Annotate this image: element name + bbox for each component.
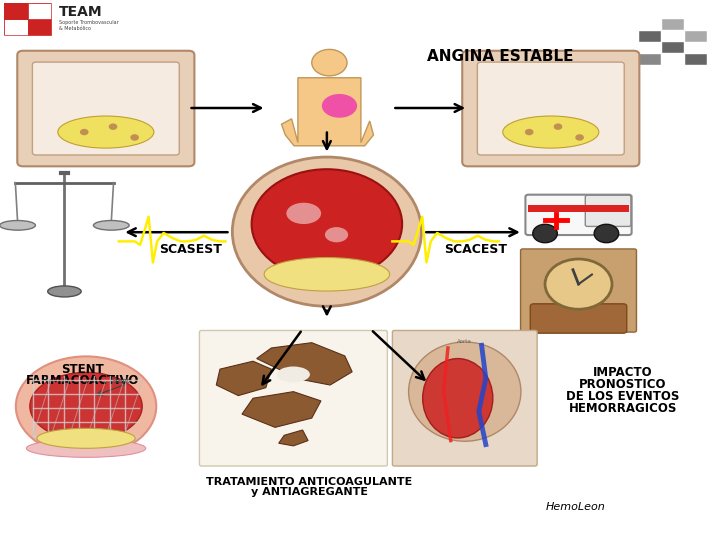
Text: TEAM: TEAM	[59, 5, 103, 19]
Text: FARMACOACTIVO: FARMACOACTIVO	[26, 374, 140, 387]
Circle shape	[594, 224, 618, 242]
Ellipse shape	[409, 342, 521, 441]
Ellipse shape	[322, 94, 357, 118]
Ellipse shape	[251, 169, 402, 279]
Ellipse shape	[277, 367, 310, 382]
Circle shape	[545, 259, 612, 309]
FancyBboxPatch shape	[462, 51, 639, 166]
Ellipse shape	[94, 220, 129, 230]
FancyBboxPatch shape	[199, 330, 387, 466]
FancyBboxPatch shape	[530, 304, 626, 333]
FancyBboxPatch shape	[662, 42, 684, 53]
Circle shape	[312, 49, 347, 76]
Ellipse shape	[0, 220, 35, 230]
FancyBboxPatch shape	[27, 19, 51, 35]
Ellipse shape	[58, 116, 154, 148]
FancyBboxPatch shape	[685, 31, 707, 42]
Ellipse shape	[287, 202, 321, 224]
Text: y ANTIAGREGANTE: y ANTIAGREGANTE	[251, 488, 368, 497]
Circle shape	[80, 129, 89, 136]
Text: DE LOS EVENTOS: DE LOS EVENTOS	[566, 390, 680, 403]
Text: Soporte Trombovascular
& Metabólico: Soporte Trombovascular & Metabólico	[59, 20, 119, 31]
Text: Aorta: Aorta	[457, 339, 472, 344]
Circle shape	[109, 124, 117, 130]
FancyBboxPatch shape	[585, 195, 631, 226]
FancyBboxPatch shape	[639, 31, 662, 42]
Circle shape	[554, 124, 562, 130]
Ellipse shape	[30, 373, 142, 440]
Ellipse shape	[325, 227, 348, 242]
Ellipse shape	[264, 258, 390, 291]
Polygon shape	[282, 78, 374, 146]
Polygon shape	[257, 343, 352, 385]
Text: TRATAMIENTO ANTICOAGULANTE: TRATAMIENTO ANTICOAGULANTE	[207, 477, 413, 487]
Ellipse shape	[233, 157, 421, 306]
Text: Stent: Stent	[112, 379, 130, 384]
FancyBboxPatch shape	[27, 3, 51, 19]
Bar	[528, 205, 629, 212]
Circle shape	[130, 134, 139, 141]
Polygon shape	[242, 392, 321, 427]
Polygon shape	[279, 430, 308, 446]
Polygon shape	[216, 361, 271, 396]
Ellipse shape	[423, 359, 493, 438]
FancyBboxPatch shape	[17, 51, 194, 166]
Text: HemoLeon: HemoLeon	[546, 502, 606, 511]
Ellipse shape	[37, 428, 135, 448]
Circle shape	[533, 224, 557, 242]
Text: IMPACTO: IMPACTO	[593, 366, 652, 379]
FancyBboxPatch shape	[521, 249, 636, 332]
Text: HEMORRAGICOS: HEMORRAGICOS	[569, 402, 677, 415]
Ellipse shape	[27, 440, 145, 457]
Ellipse shape	[48, 286, 81, 297]
FancyBboxPatch shape	[526, 195, 631, 235]
FancyBboxPatch shape	[639, 54, 662, 65]
FancyBboxPatch shape	[4, 3, 27, 19]
Ellipse shape	[503, 116, 599, 148]
FancyBboxPatch shape	[685, 54, 707, 65]
Circle shape	[575, 134, 584, 141]
FancyBboxPatch shape	[477, 62, 624, 155]
FancyBboxPatch shape	[4, 3, 52, 35]
Text: ANGINA ESTABLE: ANGINA ESTABLE	[427, 49, 574, 64]
Text: SCASEST: SCASEST	[159, 243, 222, 256]
FancyBboxPatch shape	[392, 330, 537, 466]
Text: SCACEST: SCACEST	[444, 243, 507, 256]
FancyBboxPatch shape	[662, 19, 684, 30]
Circle shape	[525, 129, 534, 136]
Ellipse shape	[16, 356, 156, 456]
FancyBboxPatch shape	[4, 19, 27, 35]
Text: PRONOSTICO: PRONOSTICO	[579, 378, 667, 391]
Text: STENT: STENT	[61, 363, 104, 376]
FancyBboxPatch shape	[32, 62, 179, 155]
